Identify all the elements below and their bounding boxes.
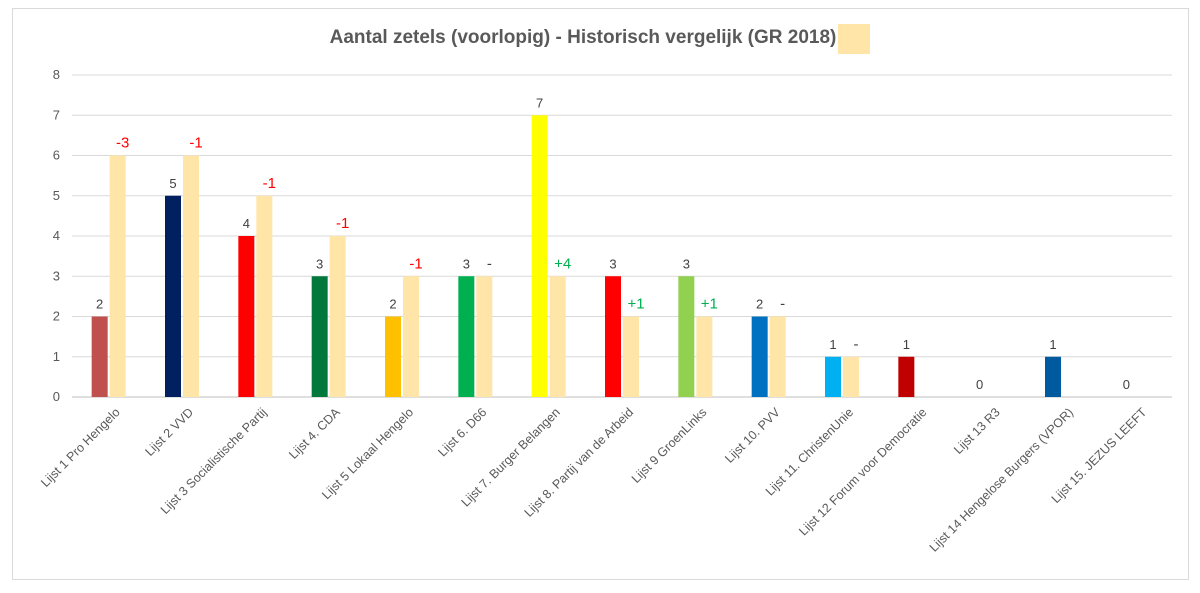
data-label-change: - — [487, 255, 492, 272]
x-tick-label: Lijst 1 Pro Hengelo — [38, 405, 123, 490]
x-tick-label: Lijst 2 VVD — [142, 405, 196, 459]
data-label-current: 3 — [316, 256, 323, 271]
bar-gr2018 — [623, 316, 639, 397]
data-label-current: 0 — [1123, 377, 1130, 392]
x-tick-label: Lijst 14 Hengelose Burgers (VPOR) — [927, 405, 1076, 554]
bar-current — [531, 115, 548, 397]
data-label-change: +1 — [701, 296, 718, 313]
bar-current — [751, 316, 768, 397]
bar-gr2018 — [329, 236, 346, 397]
bar-gr2018 — [183, 155, 199, 397]
chart-title: Aantal zetels (voorlopig) - Historisch v… — [329, 27, 837, 49]
bars — [91, 115, 1061, 397]
data-label-current: 4 — [243, 216, 250, 231]
bar-current — [311, 276, 328, 397]
data-label-current: 2 — [96, 297, 103, 312]
data-label-change: -1 — [263, 175, 276, 192]
data-label-current: 2 — [389, 297, 396, 312]
x-tick-label: Lijst 10. PVV — [722, 405, 783, 466]
y-tick-label: 6 — [53, 148, 60, 163]
data-label-current: 1 — [903, 337, 910, 352]
x-tick-label: Lijst 13 R3 — [951, 405, 1003, 457]
y-tick-label: 4 — [53, 228, 60, 243]
data-label-change: +4 — [554, 255, 571, 272]
y-tick-label: 8 — [53, 67, 60, 82]
data-label-change: - — [780, 296, 785, 313]
data-label-current: 1 — [829, 337, 836, 352]
x-tick-label: Lijst 4. CDA — [286, 405, 343, 462]
gridlines — [72, 74, 1172, 398]
data-label-current: 0 — [976, 377, 983, 392]
bar-gr2018 — [769, 316, 786, 397]
chart-title-area: Aantal zetels (voorlopig) - Historisch v… — [0, 24, 1200, 54]
bar-current — [385, 316, 401, 397]
data-label-current: 3 — [609, 256, 616, 271]
y-tick-label: 7 — [53, 107, 60, 122]
bar-current — [678, 276, 695, 397]
data-label-current: 3 — [683, 256, 690, 271]
bar-gr2018 — [256, 195, 273, 397]
bar-gr2018 — [403, 276, 419, 397]
bar-gr2018 — [843, 356, 859, 397]
bar-current — [91, 316, 108, 397]
bar-gr2018 — [476, 276, 493, 397]
data-label-change: -3 — [116, 135, 129, 152]
data-label-current: 7 — [536, 95, 543, 110]
y-tick-label: 3 — [53, 268, 60, 283]
bar-current — [898, 356, 915, 397]
bar-current — [238, 236, 255, 397]
y-tick-label: 0 — [53, 389, 60, 404]
bar-current — [165, 195, 181, 397]
data-label-change: -1 — [409, 255, 422, 272]
data-label-change: -1 — [336, 215, 349, 232]
data-label-current: 2 — [756, 297, 763, 312]
data-label-current: 3 — [463, 256, 470, 271]
x-tick-label: Lijst 6. D66 — [435, 405, 489, 459]
data-label-current: 5 — [169, 176, 176, 191]
x-tick-label: Lijst 12 Forum voor Democratie — [796, 405, 929, 538]
y-tick-label: 5 — [53, 188, 60, 203]
bar-gr2018 — [109, 155, 126, 397]
y-tick-label: 2 — [53, 309, 60, 324]
legend-swatch — [838, 24, 871, 54]
bar-current — [458, 276, 475, 397]
data-label-current: 1 — [1049, 337, 1056, 352]
data-label-change: - — [854, 336, 859, 353]
bar-current — [1045, 356, 1061, 397]
data-label-change: -1 — [189, 135, 202, 152]
bar-current — [605, 276, 621, 397]
bar-current — [825, 356, 841, 397]
y-tick-label: 1 — [53, 349, 60, 364]
bar-gr2018 — [549, 276, 566, 397]
x-tick-label: Lijst 9 GroenLinks — [629, 405, 710, 486]
y-axis: 0 1 2 3 4 5 6 7 8 — [53, 67, 60, 404]
data-label-change: +1 — [627, 296, 644, 313]
bar-gr2018 — [696, 316, 713, 397]
chart-frame — [12, 8, 1189, 580]
